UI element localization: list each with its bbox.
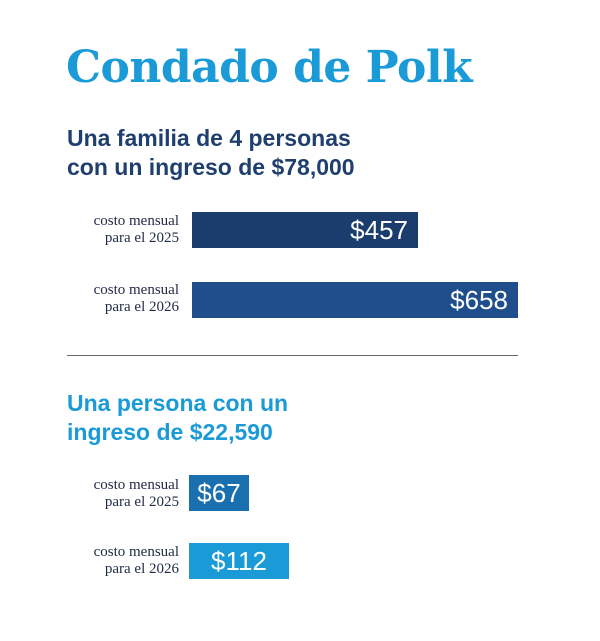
single-2025-bar: $67	[189, 475, 249, 511]
single-2026-label: costo mensual para el 2026	[93, 544, 179, 577]
single-2025-label: costo mensual para el 2025	[93, 477, 179, 510]
family-2026-bar: $658	[192, 282, 518, 318]
family-2025-bar: $457	[192, 212, 418, 248]
single-2025-value-label: $67	[197, 478, 241, 508]
section-divider	[67, 355, 518, 356]
single-2026-bar: $112	[189, 543, 289, 579]
single-2026-value-label: $112	[211, 546, 267, 576]
family-2025-label: costo mensual para el 2025	[93, 213, 179, 246]
family-2026-value-label: $658	[450, 285, 508, 315]
family-2025-value-label: $457	[350, 215, 408, 245]
single-section-heading: Una persona con un ingreso de $22,590	[67, 390, 289, 445]
family-2026-label: costo mensual para el 2026	[93, 282, 179, 315]
page-title: Condado de Polk	[66, 42, 473, 93]
family-section-heading: Una familia de 4 personas con un ingreso…	[67, 125, 355, 180]
